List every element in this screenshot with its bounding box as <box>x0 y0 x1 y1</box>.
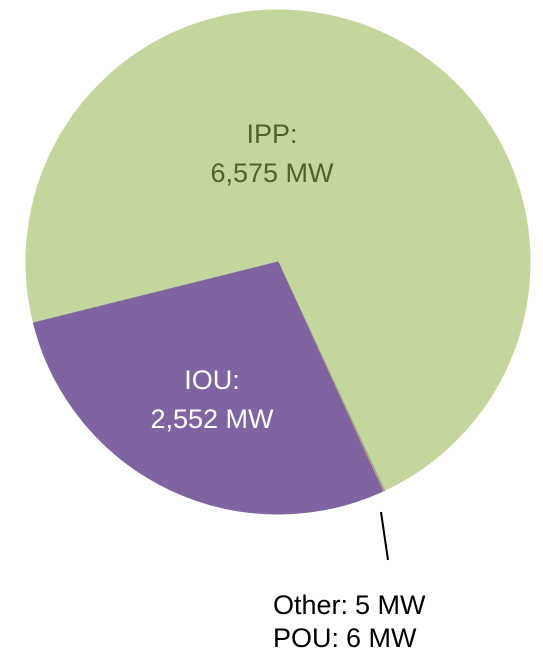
slice-category: IPP: <box>246 119 297 149</box>
slice-value-label: 6 MW <box>346 623 417 653</box>
pie-slice <box>32 261 384 515</box>
slices <box>25 9 531 515</box>
slice-category: IOU: <box>184 365 240 395</box>
pie-slice <box>25 9 531 492</box>
slice-value-label: 2,552 MW <box>150 404 274 434</box>
slice-label: Other: 5 MW <box>273 590 426 620</box>
slice-value-label: 5 MW <box>355 590 426 620</box>
slice-category: POU: <box>273 623 339 653</box>
slice-label: POU: 6 MW <box>273 623 417 653</box>
leader-line <box>380 511 389 561</box>
slice-category: Other: <box>273 590 348 620</box>
slice-value-label: 6,575 MW <box>210 158 334 188</box>
